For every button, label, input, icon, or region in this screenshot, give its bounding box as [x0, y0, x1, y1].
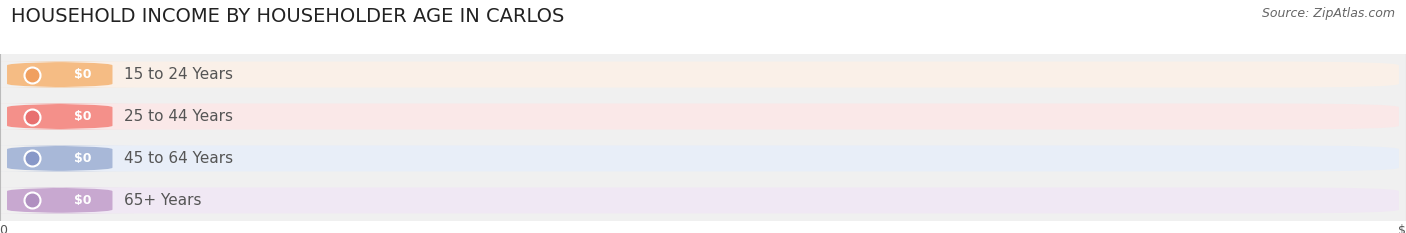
Text: Source: ZipAtlas.com: Source: ZipAtlas.com: [1261, 7, 1395, 20]
Text: $0: $0: [75, 68, 91, 81]
FancyBboxPatch shape: [7, 62, 1399, 88]
FancyBboxPatch shape: [7, 145, 1399, 171]
FancyBboxPatch shape: [7, 103, 1399, 130]
Text: $0: $0: [75, 110, 91, 123]
Text: 25 to 44 Years: 25 to 44 Years: [124, 109, 233, 124]
FancyBboxPatch shape: [7, 187, 1399, 213]
FancyBboxPatch shape: [0, 103, 134, 130]
FancyBboxPatch shape: [0, 62, 134, 88]
Text: $0: $0: [75, 194, 91, 207]
Text: HOUSEHOLD INCOME BY HOUSEHOLDER AGE IN CARLOS: HOUSEHOLD INCOME BY HOUSEHOLDER AGE IN C…: [11, 7, 565, 26]
Text: 15 to 24 Years: 15 to 24 Years: [124, 67, 233, 82]
FancyBboxPatch shape: [0, 187, 134, 213]
FancyBboxPatch shape: [0, 145, 134, 171]
Text: 65+ Years: 65+ Years: [124, 193, 201, 208]
Text: 45 to 64 Years: 45 to 64 Years: [124, 151, 233, 166]
Text: $0: $0: [75, 152, 91, 165]
